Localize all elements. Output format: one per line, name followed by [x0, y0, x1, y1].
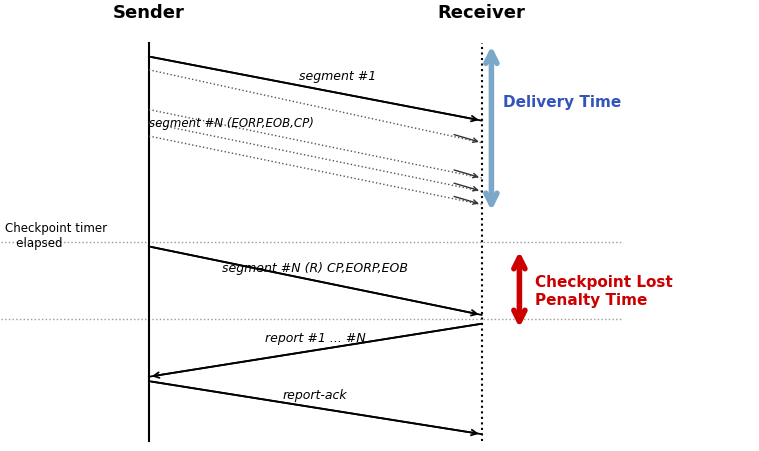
- Text: Receiver: Receiver: [438, 4, 525, 22]
- Text: Delivery Time: Delivery Time: [502, 95, 621, 110]
- Text: Checkpoint timer
   elapsed: Checkpoint timer elapsed: [5, 222, 107, 250]
- Text: segment #N (EORP,EOB,CP): segment #N (EORP,EOB,CP): [149, 117, 313, 130]
- Text: segment #N (R) CP,EORP,EOB: segment #N (R) CP,EORP,EOB: [222, 262, 408, 275]
- Text: segment #1: segment #1: [299, 70, 376, 83]
- Text: report #1 ... #N: report #1 ... #N: [265, 331, 366, 344]
- Text: report-ack: report-ack: [283, 388, 348, 401]
- Text: Checkpoint Lost
Penalty Time: Checkpoint Lost Penalty Time: [534, 275, 672, 307]
- Text: Sender: Sender: [113, 4, 184, 22]
